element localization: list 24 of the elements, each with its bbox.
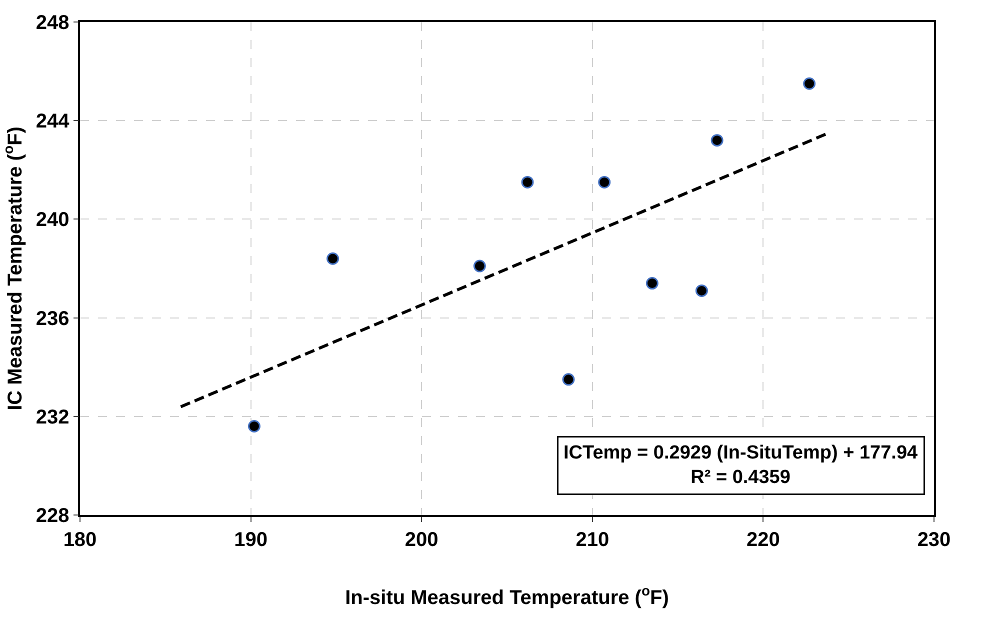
point bbox=[695, 284, 708, 297]
x-tick-label: 230 bbox=[917, 528, 951, 551]
x-tick-label: 180 bbox=[63, 528, 97, 551]
point bbox=[248, 420, 260, 433]
point bbox=[473, 260, 486, 272]
point bbox=[710, 134, 724, 147]
x-axis-title: In-situ Measured Temperature ($^{o}$F) bbox=[345, 582, 669, 609]
point bbox=[326, 252, 340, 265]
x-tick-label: 210 bbox=[576, 528, 610, 551]
y-tick-label: 240 bbox=[36, 209, 70, 232]
point bbox=[521, 176, 534, 188]
y-tick-label: 248 bbox=[36, 12, 70, 34]
point bbox=[562, 373, 575, 386]
y-tick-label: 244 bbox=[36, 110, 70, 133]
y-tick-label: 228 bbox=[36, 505, 70, 527]
x-tick-label: 190 bbox=[234, 528, 268, 551]
y-tick-label: 232 bbox=[36, 406, 70, 428]
point bbox=[803, 77, 816, 90]
x-tick-label: 200 bbox=[404, 528, 438, 551]
point bbox=[598, 176, 611, 188]
x-tick-label: 220 bbox=[746, 528, 780, 551]
y-tick-label: 236 bbox=[36, 308, 70, 330]
point bbox=[646, 277, 658, 290]
annotation: ICTemp = 0.2929 (In-SituTemp) + 177.94 R² = 0.4359 bbox=[564, 442, 918, 488]
